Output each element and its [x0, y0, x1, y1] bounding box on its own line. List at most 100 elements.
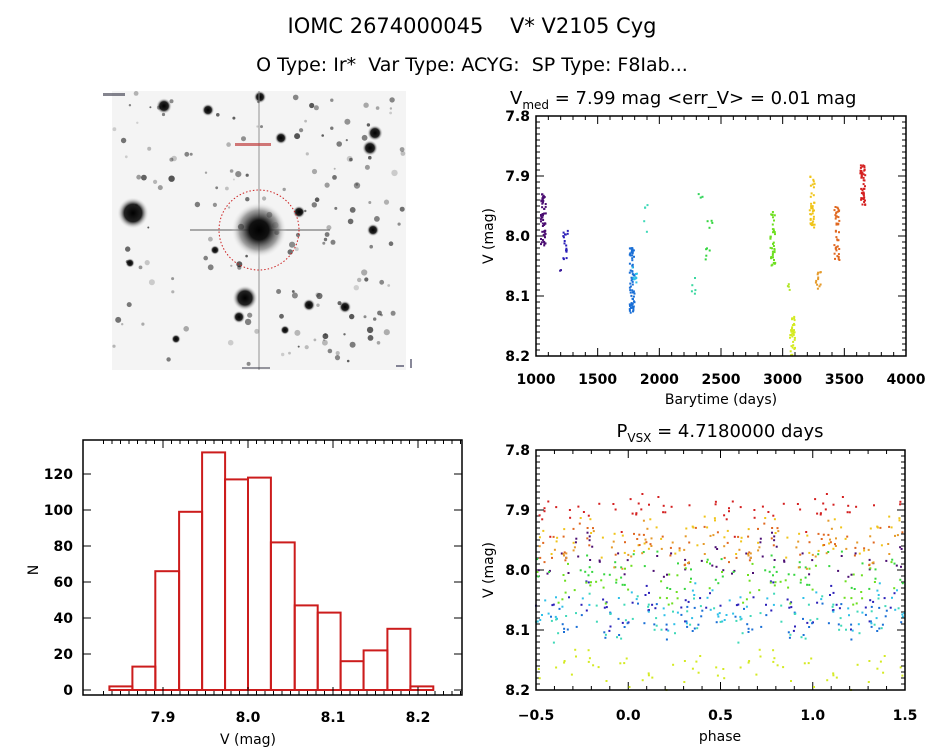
lightcurve-point [808, 209, 811, 212]
lightcurve-point [631, 270, 634, 273]
phased-point [645, 584, 648, 587]
lightcurve-point [859, 164, 862, 167]
phased-point [829, 594, 831, 596]
phased-point [758, 546, 761, 549]
phased-point [617, 552, 620, 555]
phased-point [799, 553, 802, 556]
phased-point [694, 526, 697, 529]
lightcurve-point [819, 283, 822, 286]
phased-point [828, 542, 831, 545]
phased-point [786, 598, 789, 601]
lightcurve-point [791, 353, 794, 356]
phased-point [869, 535, 872, 538]
lightcurve-point [789, 336, 791, 339]
lightcurve-y-tick-label: 7.8 [505, 109, 530, 125]
phased-point [612, 540, 615, 543]
phased-point [651, 676, 654, 679]
phased-point [655, 603, 658, 606]
phased-point [810, 657, 813, 660]
phased-point [617, 597, 620, 599]
lightcurve-point [769, 246, 772, 249]
phased-point [822, 544, 824, 547]
phased-point [690, 568, 692, 571]
phased-point [794, 625, 796, 628]
lightcurve-point [690, 290, 693, 293]
lightcurve-point [863, 179, 866, 182]
phased-point [563, 661, 566, 664]
phased-point [630, 555, 633, 558]
phased-point [546, 572, 549, 575]
phased-point [588, 657, 591, 660]
phased-point [770, 554, 773, 557]
phased-point [747, 574, 749, 576]
phased-point [697, 623, 700, 626]
lightcurve-point [818, 285, 821, 288]
phased-point [753, 509, 756, 511]
lightcurve-point [631, 259, 634, 262]
phased-point [806, 621, 809, 624]
phased-point [772, 603, 775, 606]
lightcurve-y-tick-label: 8.2 [505, 349, 530, 365]
phased-point [541, 518, 544, 521]
lightcurve-point [810, 223, 813, 226]
lightcurve-point [833, 252, 836, 255]
phased-point [660, 628, 663, 631]
lightcurve-point [771, 263, 774, 266]
phased-point [821, 595, 824, 598]
phased-point [687, 562, 690, 564]
phased-point [613, 566, 616, 569]
phased-point [817, 553, 820, 556]
phased-point [632, 553, 635, 556]
phased-point [840, 603, 843, 606]
lightcurve-point [812, 215, 815, 218]
phased-point [768, 570, 771, 573]
phased-point [719, 620, 722, 623]
phased-point [771, 531, 773, 534]
lightcurve-point [834, 230, 837, 233]
phased-point [864, 606, 867, 609]
phased-point [691, 667, 694, 670]
lightcurve-point [628, 262, 631, 265]
phased-point [657, 496, 660, 498]
phased-point [672, 610, 674, 613]
lightcurve-point [835, 222, 838, 225]
lightcurve-point [809, 184, 812, 187]
lightcurve-point [633, 301, 636, 304]
phased-point [901, 615, 904, 618]
phased-point [868, 558, 871, 561]
phased-point [627, 553, 630, 556]
phased-point [553, 548, 556, 551]
phased-point [672, 663, 675, 666]
lightcurve-point [772, 261, 775, 264]
phased-point [543, 561, 546, 564]
histogram-xlabel: V (mag) [220, 732, 276, 747]
lightcurve-point [812, 220, 815, 223]
phased-point [677, 562, 679, 565]
phased-point [870, 625, 873, 628]
lightcurve-point [792, 340, 795, 343]
lightcurve-point [772, 231, 774, 234]
lightcurve-point [810, 207, 813, 210]
phased-point [775, 545, 778, 548]
phased-point [557, 601, 560, 604]
phased-point [547, 612, 550, 615]
lightcurve-point [543, 230, 545, 233]
lightcurve-point [811, 210, 814, 213]
phased-point [808, 583, 811, 586]
phased-point [826, 679, 829, 682]
phased-point [747, 552, 749, 555]
lightcurve-point [815, 279, 818, 282]
lightcurve-point [838, 231, 840, 234]
phased-point [811, 588, 814, 591]
phased-point [552, 603, 555, 606]
lightcurve-point [863, 201, 866, 203]
lightcurve-point [630, 294, 633, 297]
lightcurve-point [786, 285, 789, 288]
histogram-x-tick-label: 7.9 [151, 710, 176, 726]
phased-point [893, 587, 896, 590]
phased-point [565, 556, 568, 559]
phased-point [544, 599, 547, 602]
phased-point [861, 562, 864, 565]
phased-point [819, 512, 822, 515]
phased-point [690, 577, 692, 580]
